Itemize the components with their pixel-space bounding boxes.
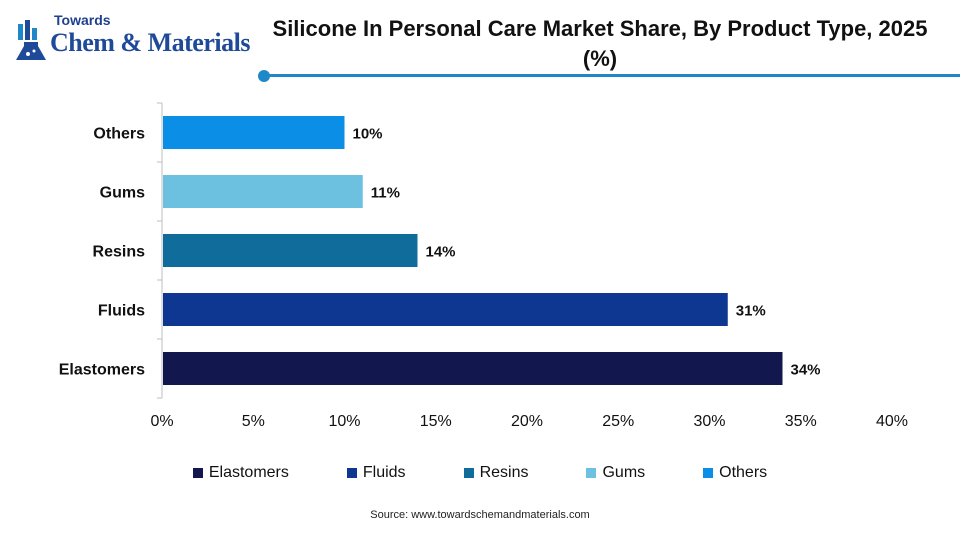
data-label: 10%: [353, 126, 383, 143]
data-label: 34%: [791, 362, 821, 379]
category-label: Others: [93, 126, 145, 143]
x-tick-label: 10%: [328, 413, 360, 430]
bar-resins: [163, 234, 418, 267]
legend-item-fluids: Fluids: [346, 464, 406, 482]
legend-item-others: Others: [703, 464, 767, 482]
x-tick-label: 35%: [785, 413, 817, 430]
legend-label: Fluids: [362, 464, 406, 481]
bar-others: [163, 116, 345, 149]
x-tick-label: 40%: [876, 413, 908, 430]
bar-chart: Elastomers 34% Fluids 31% Resins 14% Gums 11% Ot…: [59, 102, 908, 430]
x-tick-label: 15%: [420, 413, 452, 430]
x-tick-label: 0%: [150, 413, 173, 430]
x-tick-label: 25%: [602, 413, 634, 430]
legend-label: Gums: [602, 464, 646, 481]
legend: Elastomers Fluids Resins Gums Others: [0, 464, 960, 482]
legend-label: Others: [719, 464, 768, 481]
legend-label: Elastomers: [208, 464, 289, 481]
legend-item-resins: Resins: [463, 464, 529, 482]
x-tick-label: 20%: [511, 413, 543, 430]
legend-swatch: [192, 468, 203, 478]
brand-top: Towards: [54, 12, 111, 28]
legend-item-gums: Gums: [586, 464, 645, 482]
brand-logo: Towards Chem & Materials: [14, 12, 254, 68]
flask-logo-icon: [16, 20, 46, 60]
legend-item-elastomers: Elastomers: [192, 464, 289, 482]
data-label: 31%: [736, 303, 766, 320]
legend-swatch: [346, 468, 357, 478]
legend-swatch: [463, 468, 474, 478]
category-label: Gums: [100, 185, 145, 202]
x-tick-label: 5%: [242, 413, 265, 430]
bar-fluids: [163, 293, 728, 326]
data-label: 14%: [426, 244, 456, 261]
category-label: Elastomers: [59, 362, 145, 379]
x-tick-label: 30%: [693, 413, 725, 430]
category-label: Resins: [93, 244, 146, 261]
title-rule: [263, 74, 960, 77]
brand-name: Chem & Materials: [50, 28, 250, 57]
legend-swatch: [703, 468, 714, 478]
source-note: Source: www.towardschemandmaterials.com: [370, 509, 590, 521]
legend-label: Resins: [479, 464, 529, 481]
bar-gums: [163, 175, 363, 208]
category-label: Fluids: [98, 303, 145, 320]
legend-swatch: [586, 468, 597, 478]
bar-elastomers: [163, 352, 783, 385]
chart-title: Silicone In Personal Care Market Share, …: [272, 16, 928, 71]
data-label: 11%: [371, 185, 400, 202]
